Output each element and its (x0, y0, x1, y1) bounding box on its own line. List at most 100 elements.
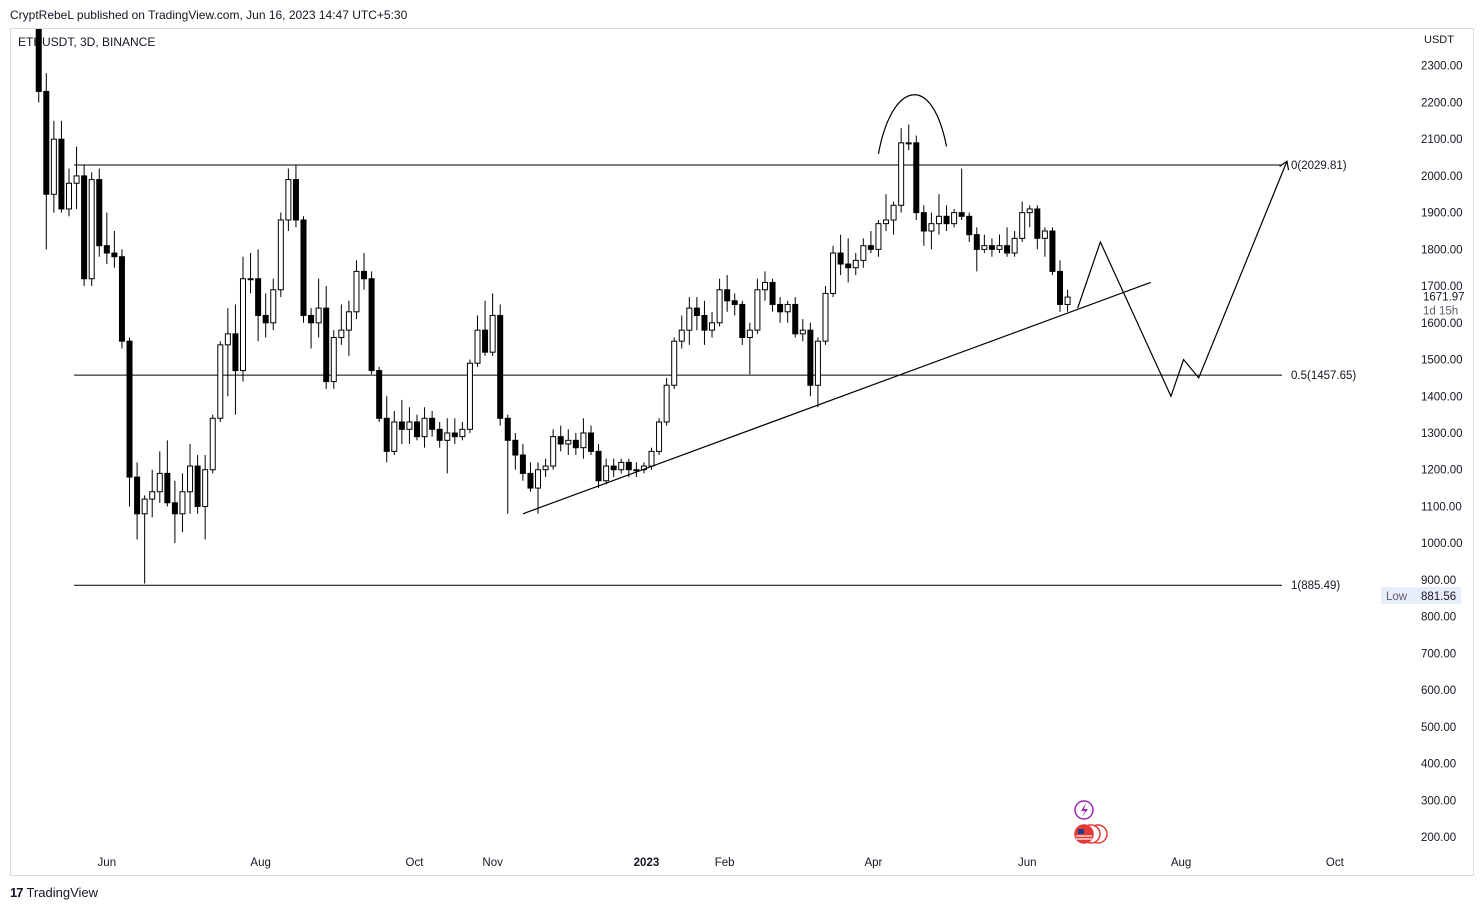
candle-down (300, 219, 307, 316)
candle-down (413, 421, 420, 438)
fibonacci-retracement[interactable]: 0(2029.81) 0.5(1457.65) 1(885.49) (74, 160, 1356, 592)
publisher-line: CryptRebeL published on TradingView.com,… (10, 8, 408, 22)
candle-up (928, 223, 935, 232)
chart-frame (10, 28, 1474, 876)
candle-down (867, 245, 874, 250)
candle-down (739, 303, 746, 339)
candle-down (988, 245, 995, 250)
candle-down (693, 307, 700, 316)
candle-up (686, 307, 693, 331)
candle-down (96, 179, 103, 247)
candle-up (444, 432, 451, 441)
candle-up (65, 182, 72, 210)
candle-up (1064, 296, 1071, 305)
x-tick-label: Aug (250, 857, 270, 869)
candle-up (580, 432, 587, 449)
candle-down (497, 314, 504, 419)
candle-up (550, 436, 557, 467)
y-tick-label: 700.00 (1421, 648, 1456, 660)
candle-down (451, 432, 458, 438)
candle-down (118, 256, 125, 342)
candle-up (935, 215, 942, 225)
candle-down (482, 329, 489, 353)
candle-up (338, 329, 345, 339)
candle-down (777, 303, 784, 313)
y-tick-label: 2300.00 (1421, 61, 1463, 73)
candle-up (565, 439, 572, 445)
candle-down (103, 245, 110, 254)
candle-down (724, 289, 731, 302)
candle-up (421, 417, 428, 438)
candle-up (224, 333, 231, 346)
candle-up (883, 219, 890, 225)
candle-up (209, 417, 216, 471)
candle-down (171, 502, 178, 515)
candle-down (920, 212, 927, 232)
currency-label[interactable]: USDT (1424, 34, 1454, 46)
symbol-label[interactable]: ETHUSDT, 3D, BINANCE (18, 35, 156, 49)
candle-down (58, 138, 65, 210)
candle-down (383, 417, 390, 452)
candle-down (1004, 245, 1011, 254)
candle-down (134, 476, 141, 515)
candle-down (731, 300, 738, 305)
top-arc (877, 94, 948, 154)
y-tick-label: 1600.00 (1421, 318, 1463, 330)
tradingview-logo-icon[interactable]: 17 (10, 885, 24, 900)
candle-down (436, 428, 443, 441)
candle-up (996, 245, 1003, 250)
candle-down (973, 234, 980, 250)
candle-up (754, 289, 761, 331)
candle-down (323, 307, 330, 383)
candle-up (746, 329, 753, 339)
candle-down (1034, 208, 1041, 239)
candle-up (88, 179, 95, 280)
candle-up (535, 469, 542, 489)
candle-up (814, 340, 821, 386)
candle-down (292, 179, 299, 221)
candle-up (860, 245, 867, 261)
x-tick-label: Nov (482, 857, 503, 869)
candle-up (406, 421, 413, 430)
candle-up (73, 175, 80, 184)
candle-down (845, 263, 852, 269)
candle-down (376, 370, 383, 419)
candle-up (179, 491, 186, 515)
candle-up (633, 469, 640, 472)
candle-up (156, 472, 163, 493)
drawings[interactable] (522, 94, 1290, 515)
low-label: Low (1386, 591, 1408, 603)
y-tick-label: 1400.00 (1421, 391, 1463, 403)
candle-down (572, 439, 579, 449)
candle-up (217, 344, 224, 419)
candle-down (595, 450, 602, 482)
event-icons[interactable] (1074, 800, 1108, 844)
candle-up (784, 303, 791, 313)
y-tick-label: 1100.00 (1421, 501, 1462, 513)
candle-down (429, 417, 436, 430)
candle-up (330, 337, 337, 383)
candle-up (671, 340, 678, 386)
candle-up (890, 204, 897, 221)
y-tick-label: 1500.00 (1421, 355, 1463, 367)
candle-down (368, 278, 375, 372)
candle-down (164, 472, 171, 504)
candle-up (50, 138, 57, 195)
lightning-icon-glyph (1081, 803, 1088, 817)
candle-up (618, 461, 625, 471)
y-tick-label: 300.00 (1421, 795, 1456, 807)
candle-down (1057, 270, 1064, 305)
y-tick-label: 500.00 (1421, 722, 1456, 734)
x-tick-label: Jun (1018, 857, 1037, 869)
candle-down (701, 314, 708, 331)
candles (35, 29, 1071, 584)
candle-up (898, 142, 905, 206)
candle-down (255, 278, 262, 316)
candle-up (678, 329, 685, 342)
candle-down (966, 215, 973, 236)
candle-down (769, 281, 776, 305)
candle-down (958, 212, 965, 217)
candle-up (1026, 208, 1033, 214)
candle-up (648, 450, 655, 467)
